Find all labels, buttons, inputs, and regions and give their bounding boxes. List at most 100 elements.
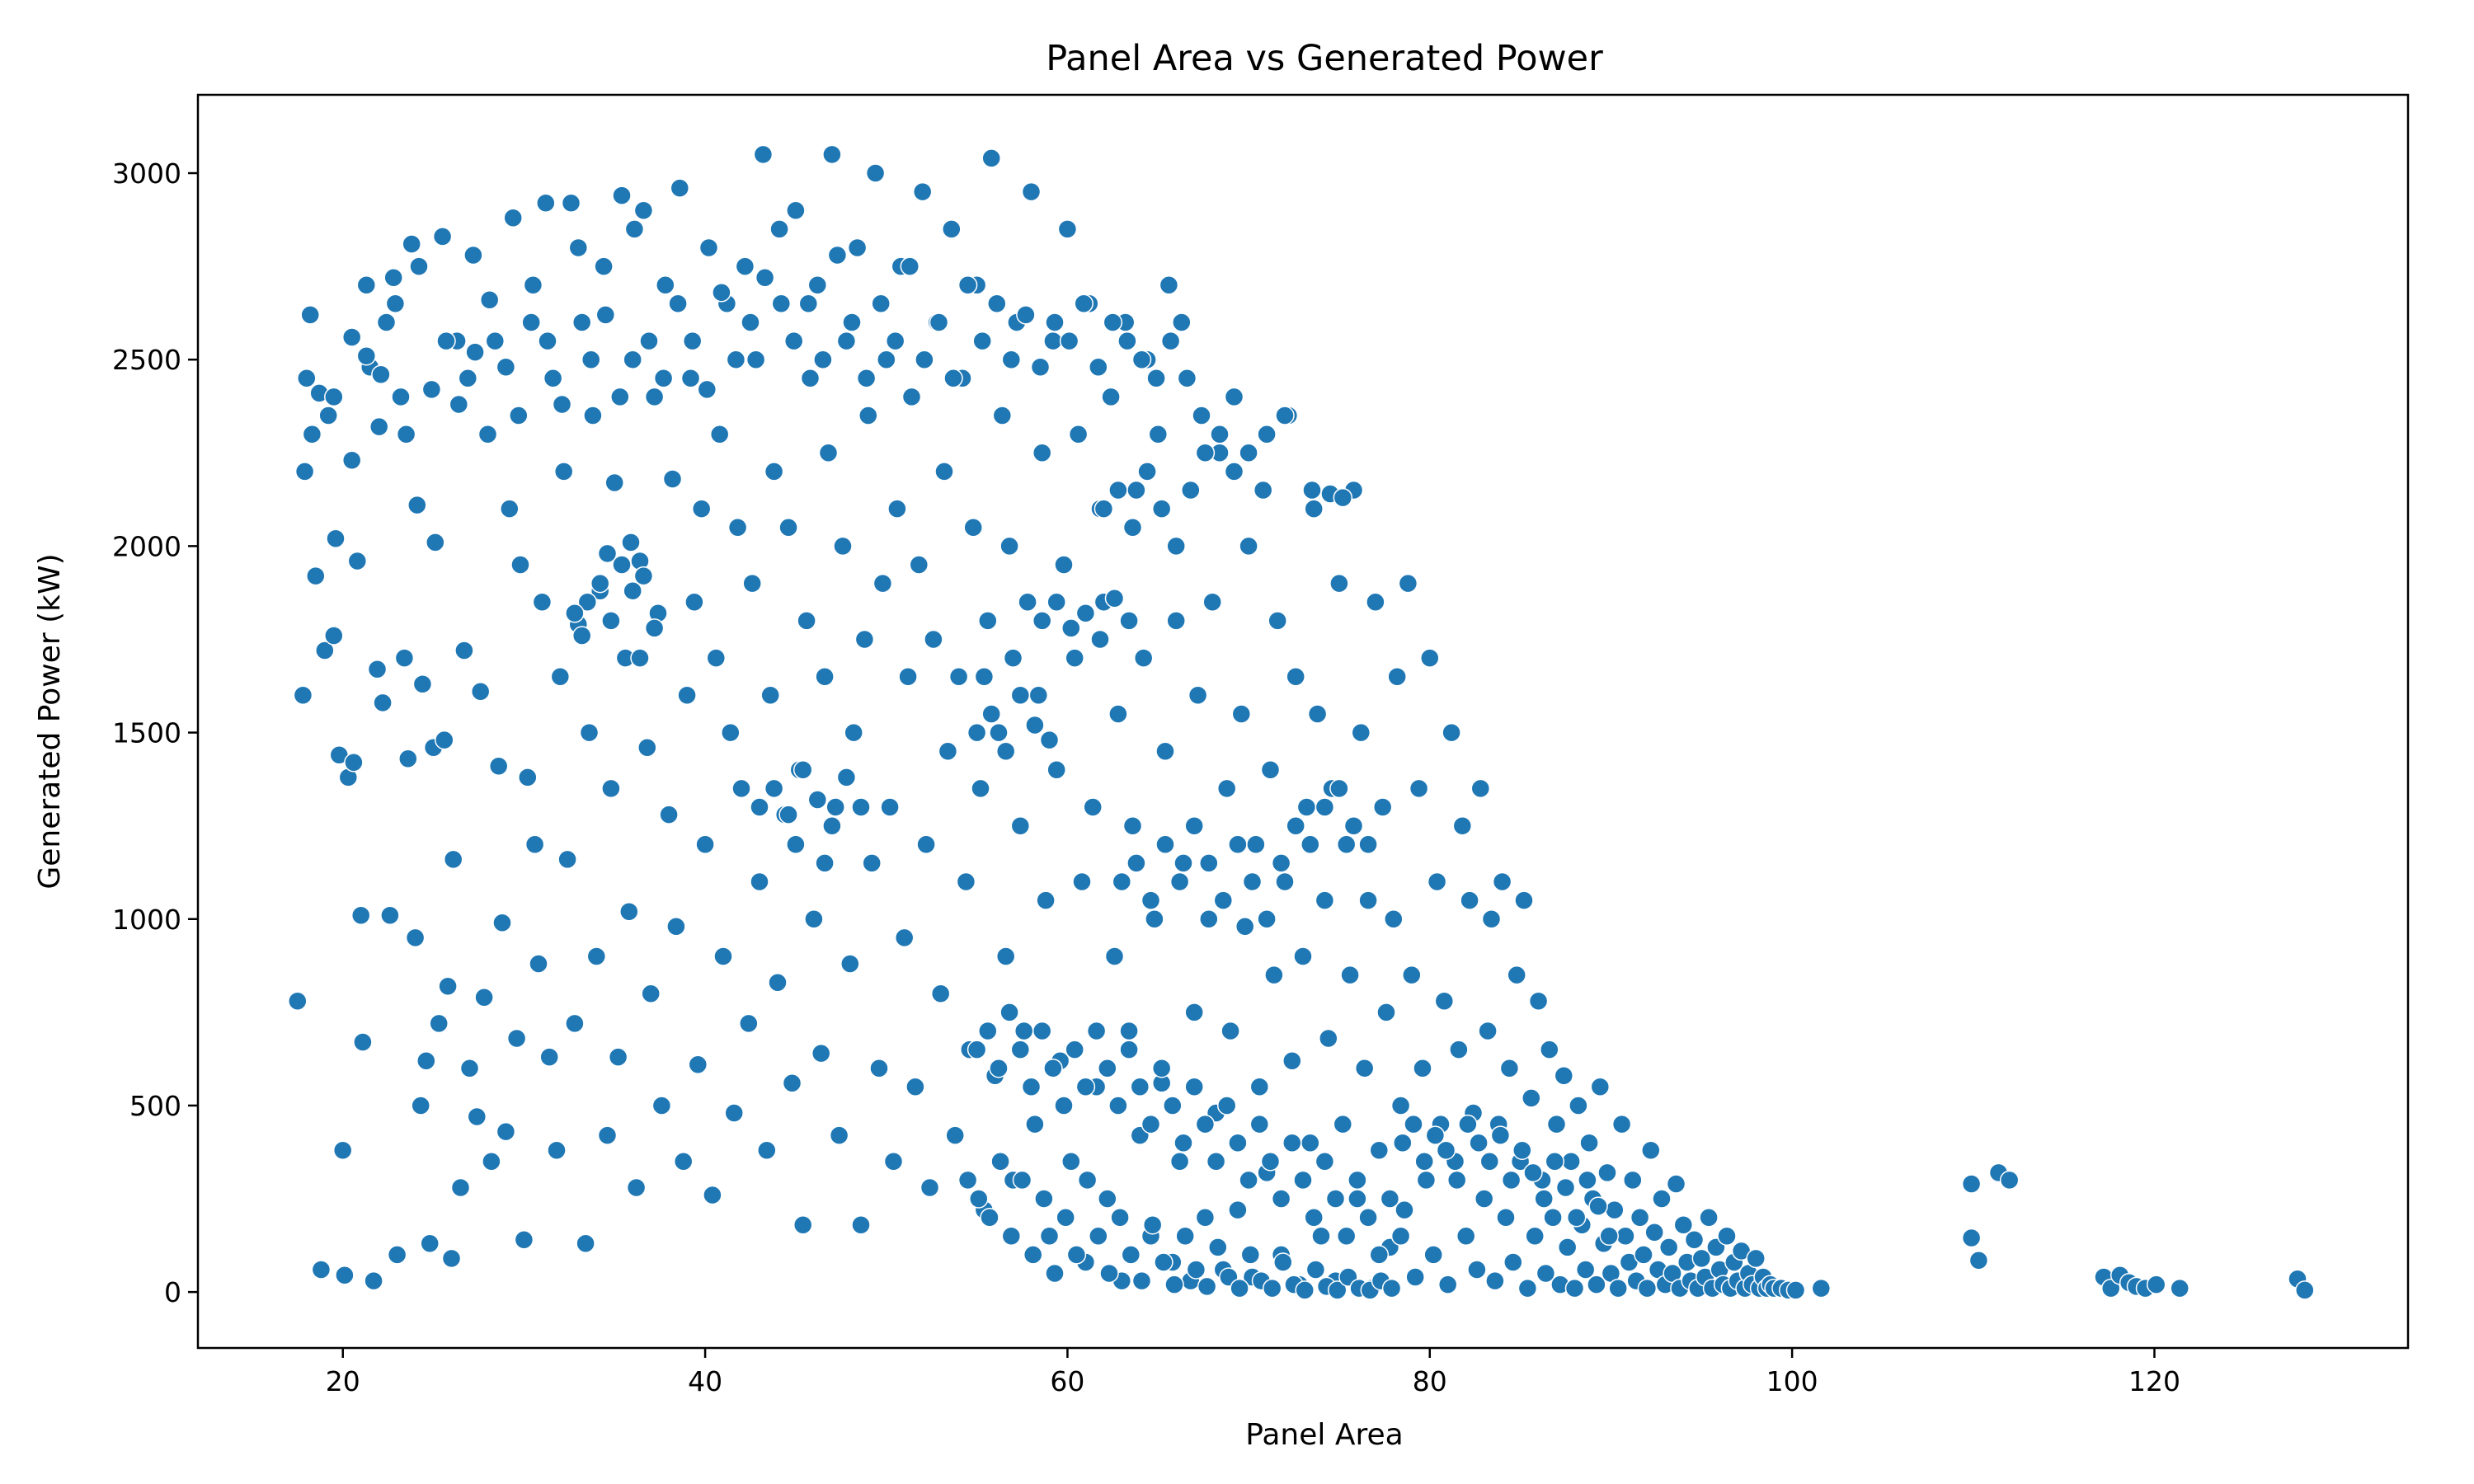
- data-point: [492, 913, 512, 933]
- data-point: [1089, 1226, 1108, 1247]
- data-point: [827, 245, 848, 265]
- data-point: [1325, 1189, 1346, 1209]
- data-point: [930, 984, 951, 1003]
- data-point: [1523, 1162, 1543, 1183]
- data-point: [1358, 890, 1378, 910]
- data-point: [1032, 443, 1052, 463]
- data-point: [1413, 1058, 1432, 1078]
- data-point: [815, 853, 835, 873]
- data-point: [1579, 1133, 1599, 1153]
- data-point: [871, 294, 891, 314]
- data-point: [1131, 1270, 1152, 1291]
- data-point: [956, 871, 976, 892]
- data-point: [945, 1125, 965, 1145]
- data-point: [1311, 1226, 1331, 1247]
- data-point: [500, 499, 520, 519]
- data-point: [1184, 1077, 1204, 1097]
- data-point: [1108, 480, 1128, 500]
- data-point: [571, 312, 592, 332]
- data-point: [1130, 1077, 1150, 1097]
- data-point: [1384, 909, 1404, 929]
- data-point: [1416, 1170, 1437, 1190]
- data-point: [1197, 1276, 1217, 1297]
- data-point: [612, 555, 632, 575]
- data-point: [1101, 387, 1121, 407]
- data-point: [1390, 1226, 1411, 1247]
- data-point: [1336, 834, 1357, 855]
- data-point: [1199, 853, 1219, 873]
- data-point: [1275, 406, 1295, 425]
- data-point: [1479, 1152, 1500, 1172]
- data-point: [990, 1152, 1010, 1172]
- data-point: [1630, 1207, 1650, 1228]
- y-tick-label: 500: [129, 1090, 181, 1122]
- data-point: [1061, 1152, 1081, 1172]
- data-point: [597, 543, 618, 564]
- data-point: [315, 641, 335, 660]
- data-point: [458, 369, 478, 388]
- data-point: [1961, 1228, 1982, 1248]
- data-point: [1148, 424, 1169, 444]
- data-point: [1057, 219, 1078, 239]
- data-point: [822, 144, 842, 165]
- data-point: [601, 778, 621, 799]
- data-point: [948, 666, 969, 687]
- data-point: [856, 369, 877, 388]
- data-point: [1160, 331, 1181, 351]
- data-point: [1425, 1125, 1446, 1145]
- data-point: [1249, 1077, 1270, 1097]
- data-point: [630, 648, 650, 668]
- data-point: [1169, 871, 1190, 892]
- data-point: [842, 312, 862, 332]
- data-point: [626, 1177, 647, 1198]
- data-point: [1112, 871, 1132, 892]
- data-point: [356, 275, 377, 295]
- data-point: [1398, 573, 1418, 594]
- y-tick-label: 0: [164, 1276, 181, 1308]
- data-point: [703, 1185, 722, 1205]
- data-point: [1045, 312, 1065, 332]
- data-point: [844, 722, 863, 743]
- data-point: [1507, 965, 1526, 985]
- data-point: [1481, 909, 1502, 929]
- data-point: [706, 648, 727, 668]
- data-point: [670, 178, 690, 198]
- plot-frame: [196, 93, 2410, 1350]
- data-point: [1043, 331, 1063, 351]
- data-point: [726, 350, 746, 369]
- data-point: [786, 834, 806, 855]
- data-point: [1086, 1021, 1107, 1041]
- data-point: [467, 1106, 487, 1127]
- data-point: [1514, 890, 1534, 910]
- data-point: [1210, 424, 1230, 444]
- y-tick-label: 2500: [112, 344, 181, 376]
- data-point: [836, 768, 857, 787]
- data-point: [1155, 834, 1175, 855]
- data-point: [1555, 1177, 1576, 1198]
- data-point: [880, 797, 900, 817]
- data-point: [1599, 1226, 1619, 1247]
- data-point: [680, 369, 701, 388]
- data-point: [371, 364, 391, 385]
- data-point: [739, 1013, 759, 1034]
- data-point: [1216, 778, 1237, 799]
- data-point: [1300, 1133, 1320, 1153]
- data-point: [1458, 1114, 1478, 1134]
- data-point: [713, 946, 733, 966]
- data-point: [1045, 1263, 1065, 1284]
- data-point: [1119, 1021, 1139, 1041]
- data-point: [978, 1021, 998, 1041]
- data-point: [1485, 1270, 1505, 1291]
- data-point: [995, 946, 1016, 966]
- data-point: [1623, 1170, 1643, 1190]
- data-point: [793, 1214, 813, 1235]
- data-point: [741, 312, 760, 332]
- x-tick-label: 20: [326, 1365, 360, 1397]
- data-point: [590, 573, 610, 594]
- data-point: [971, 778, 990, 799]
- data-point: [1001, 350, 1022, 369]
- y-axis-label: Generated Power (kW): [33, 553, 67, 889]
- data-point: [1452, 815, 1473, 836]
- data-point: [967, 1040, 987, 1059]
- data-point: [1032, 1021, 1052, 1041]
